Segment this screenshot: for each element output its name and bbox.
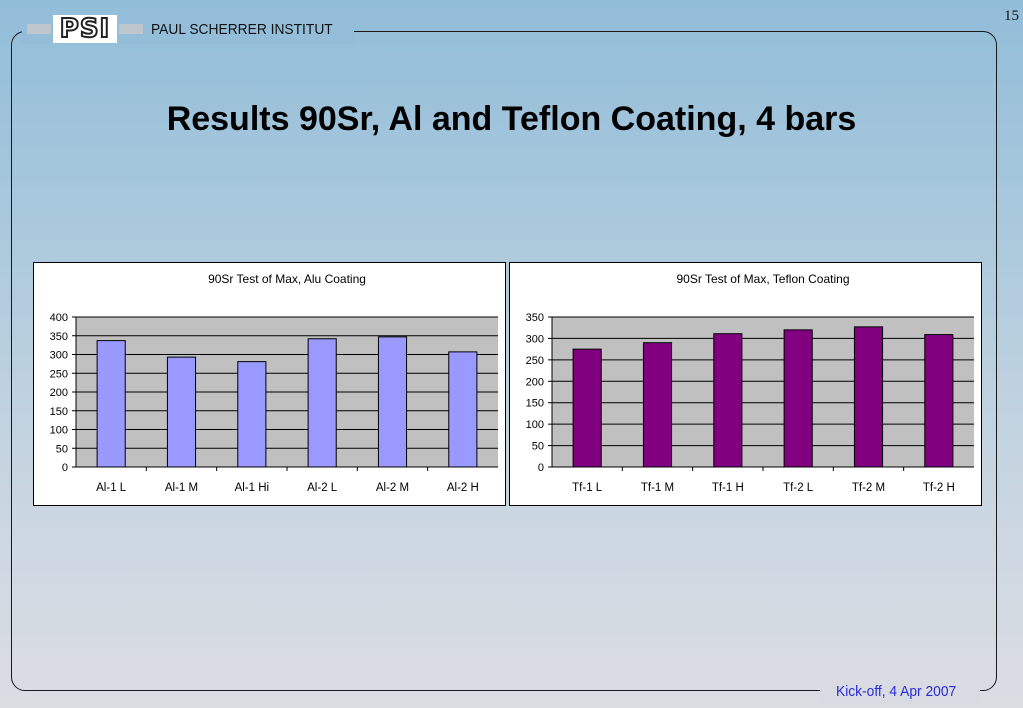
alu-bar <box>237 361 267 468</box>
alu-bar <box>448 351 478 468</box>
teflon-ytick-label: 100 <box>526 419 544 431</box>
teflon-bar <box>853 326 884 468</box>
alu-category-label: Al-1 L <box>96 482 127 494</box>
alu-ytick-label: 300 <box>50 350 68 362</box>
alu-ytick-label: 400 <box>50 312 68 324</box>
footer-text: Kick-off, 4 Apr 2007 <box>836 683 957 700</box>
alu-bar <box>377 336 408 468</box>
teflon-ytick-label: 350 <box>526 312 544 324</box>
alu-ytick-label: 100 <box>50 425 68 437</box>
teflon-category-label: Tf-2 L <box>783 482 814 494</box>
alu-ytick-label: 150 <box>50 406 68 418</box>
teflon-ytick-label: 50 <box>532 441 544 453</box>
alu-bar <box>96 340 126 468</box>
alu-ytick-label: 0 <box>62 462 68 474</box>
alu-chart-svg: 90Sr Test of Max, Alu Coating 0 50 100 150 20… <box>50 272 498 494</box>
frame-gap-bottom <box>820 682 980 704</box>
teflon-ytick-label: 0 <box>538 462 544 474</box>
teflon-category-label: Tf-1 L <box>572 482 603 494</box>
institute-name: PAUL SCHERRER INSTITUT <box>151 20 333 38</box>
alu-ytick-label: 50 <box>56 443 68 455</box>
teflon-category-label: Tf-1 M <box>641 482 674 494</box>
psi-logo: PSI <box>53 15 117 43</box>
alu-category-label: Al-1 M <box>165 482 198 494</box>
teflon-chart-title: 90Sr Test of Max, Teflon Coating <box>677 272 850 286</box>
teflon-chart-svg: 90Sr Test of Max, Teflon Coating 0 50 100 15… <box>526 272 974 494</box>
slide-frame <box>11 31 997 691</box>
teflon-bar <box>783 329 813 468</box>
logo-bar-right <box>119 24 143 34</box>
logo-text: PSI <box>59 14 111 44</box>
alu-chart-title: 90Sr Test of Max, Alu Coating <box>208 272 366 286</box>
teflon-ytick-label: 200 <box>526 376 544 388</box>
alu-bar <box>307 338 337 468</box>
page-number: 15 <box>1004 8 1019 24</box>
alu-ytick-label: 200 <box>50 387 68 399</box>
alu-coating-chart: 90Sr Test of Max, Alu Coating 0 50 100 150 20… <box>33 262 506 506</box>
slide-title: Results 90Sr, Al and Teflon Coating, 4 b… <box>166 100 857 138</box>
teflon-plot-area <box>552 317 974 467</box>
teflon-bar <box>572 348 602 468</box>
alu-ytick-label: 250 <box>50 368 68 380</box>
alu-category-label: Al-2 L <box>307 482 338 494</box>
teflon-category-label: Tf-2 M <box>852 482 885 494</box>
teflon-category-label: Tf-2 H <box>923 482 955 494</box>
alu-ytick-label: 350 <box>50 331 68 343</box>
teflon-bar <box>713 333 743 468</box>
alu-bar <box>166 356 197 468</box>
teflon-bar <box>924 334 954 468</box>
alu-category-label: Al-2 M <box>376 482 409 494</box>
teflon-ytick-label: 150 <box>526 398 544 410</box>
teflon-category-label: Tf-1 H <box>712 482 744 494</box>
teflon-ytick-label: 250 <box>526 355 544 367</box>
teflon-bar <box>642 342 673 468</box>
teflon-coating-chart: 90Sr Test of Max, Teflon Coating 0 50 100 15… <box>509 262 982 506</box>
logo-bar-left <box>27 24 51 34</box>
alu-category-label: Al-2 H <box>447 482 479 494</box>
teflon-ytick-label: 300 <box>526 333 544 345</box>
slide-header: PSI PAUL SCHERRER INSTITUT <box>27 14 349 44</box>
alu-category-label: Al-1 Hi <box>235 482 270 494</box>
